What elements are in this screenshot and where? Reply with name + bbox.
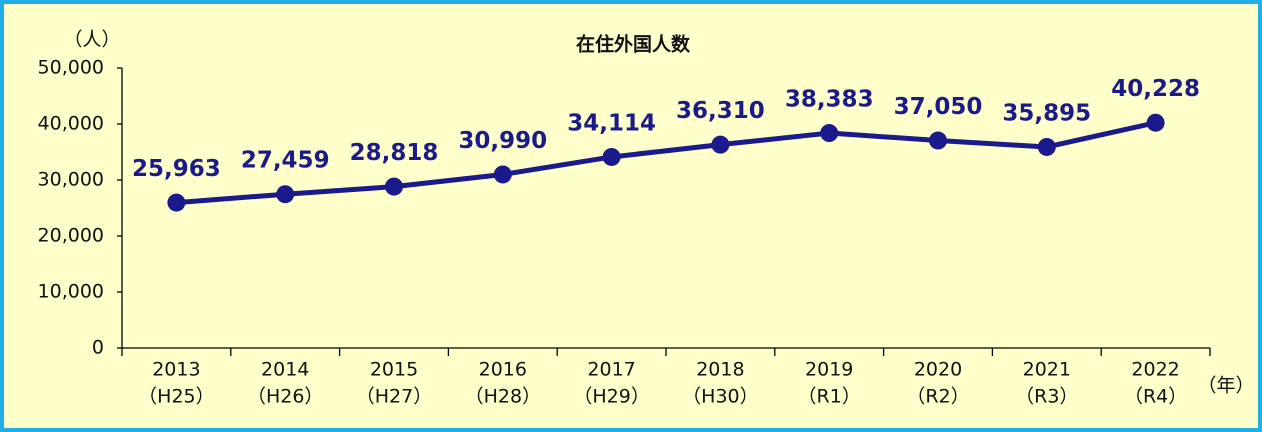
data-point bbox=[711, 135, 730, 154]
data-label: 30,990 bbox=[458, 128, 547, 154]
data-point bbox=[1146, 113, 1165, 132]
data-point bbox=[602, 147, 621, 166]
y-axis-label: （人） bbox=[63, 29, 120, 51]
y-tick-label: 30,000 bbox=[38, 169, 104, 191]
x-tick-label: 2014 bbox=[261, 359, 309, 381]
chart-title: 在住外国人数 bbox=[576, 33, 691, 56]
data-point bbox=[385, 177, 403, 196]
x-tick-sublabel: （R3） bbox=[1015, 386, 1078, 408]
data-point bbox=[493, 165, 512, 184]
x-tick-sublabel: （H27） bbox=[356, 386, 432, 408]
data-label: 27,459 bbox=[241, 148, 330, 174]
x-tick-sublabel: （H26） bbox=[247, 386, 323, 408]
data-label: 35,895 bbox=[1002, 100, 1091, 126]
y-tick-label: 50,000 bbox=[38, 57, 104, 79]
y-tick-label: 40,000 bbox=[38, 113, 104, 135]
data-label: 28,818 bbox=[350, 140, 439, 166]
data-line bbox=[176, 120, 1157, 206]
x-tick-sublabel: （H28） bbox=[465, 386, 541, 408]
x-tick-sublabel: （H30） bbox=[682, 386, 758, 408]
data-point bbox=[276, 185, 295, 204]
data-point bbox=[167, 193, 186, 212]
data-label: 25,963 bbox=[132, 156, 221, 182]
x-tick-label: 2021 bbox=[1023, 359, 1071, 381]
data-label: 34,114 bbox=[567, 110, 656, 136]
x-tick-sublabel: （H25） bbox=[138, 386, 214, 408]
x-tick-label: 2015 bbox=[370, 359, 418, 381]
y-tick-label: 0 bbox=[92, 337, 104, 359]
x-tick-sublabel: （H29） bbox=[573, 386, 649, 408]
x-axis-label: （年） bbox=[1197, 375, 1254, 397]
data-label: 38,383 bbox=[785, 87, 874, 113]
x-tick-sublabel: （R2） bbox=[906, 386, 969, 408]
x-tick-label: 2017 bbox=[587, 359, 635, 381]
data-label: 40,228 bbox=[1111, 76, 1200, 102]
data-point bbox=[1037, 137, 1056, 156]
data-point bbox=[820, 124, 839, 143]
x-tick-label: 2019 bbox=[805, 359, 853, 381]
y-tick-label: 20,000 bbox=[38, 225, 104, 247]
x-tick-label: 2013 bbox=[152, 359, 200, 381]
x-tick-label: 2020 bbox=[914, 359, 962, 381]
y-tick-label: 10,000 bbox=[38, 281, 104, 303]
x-tick-label: 2016 bbox=[479, 359, 527, 381]
data-label: 37,050 bbox=[894, 94, 983, 120]
x-tick-sublabel: （R1） bbox=[798, 386, 861, 408]
data-label: 36,310 bbox=[676, 98, 765, 124]
data-point bbox=[929, 131, 947, 150]
x-tick-label: 2018 bbox=[696, 359, 744, 381]
x-tick-label: 2022 bbox=[1131, 359, 1179, 381]
x-tick-sublabel: （R4） bbox=[1124, 386, 1187, 408]
